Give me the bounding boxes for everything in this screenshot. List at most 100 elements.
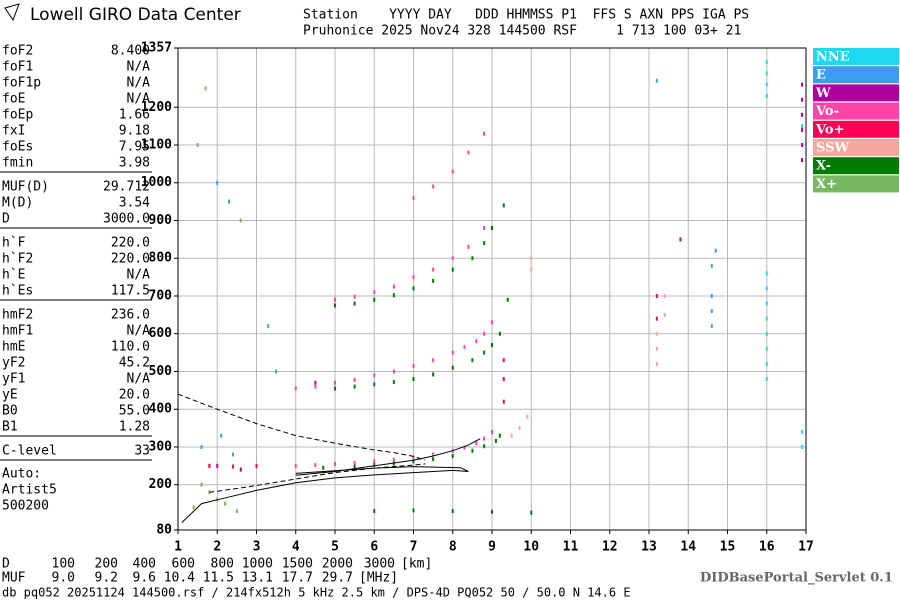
echo-point [412, 508, 415, 513]
echo-point [655, 78, 658, 83]
echo-point [294, 386, 297, 391]
echo-point [714, 248, 717, 253]
echo-point [373, 509, 376, 514]
echo-point [765, 316, 768, 321]
echo-point [483, 226, 486, 231]
echo-point [224, 501, 227, 506]
param-value: N/A [127, 268, 151, 283]
y-tick-label: 300 [149, 439, 173, 454]
param-value: 45.2 [119, 356, 150, 371]
x-tick-label: 8 [449, 540, 457, 555]
echo-point [498, 331, 501, 336]
param-name: h`Es [2, 284, 33, 299]
echo-point [392, 457, 395, 462]
y-tick-label: 700 [149, 288, 173, 303]
echo-point [392, 293, 395, 298]
echo-point [491, 226, 493, 231]
param-value: 117.5 [111, 284, 150, 299]
param-value: 1.28 [119, 420, 150, 435]
echo-point [491, 429, 493, 434]
auto-info: Artist5 [2, 483, 57, 498]
profile-curve [181, 466, 469, 523]
param-name: fxI [2, 124, 25, 139]
y-tick-label: 1000 [141, 175, 172, 190]
param-name: foF1p [2, 76, 41, 91]
row-value: 11.5 [203, 571, 234, 586]
x-tick-label: 3 [253, 540, 261, 555]
echo-point [216, 463, 219, 468]
param-value: 9.18 [119, 124, 150, 139]
echo-point [353, 294, 356, 299]
profile-curve [295, 438, 481, 476]
x-tick-label: 16 [759, 540, 775, 555]
row-value: 3000 [364, 557, 395, 572]
echo-point [483, 241, 486, 246]
echo-point [267, 324, 270, 329]
echo-point [710, 324, 713, 329]
legend-swatch [813, 175, 899, 193]
echo-point [655, 361, 658, 366]
echo-point [471, 358, 474, 363]
echo-point [216, 180, 219, 185]
servlet: DIDBasePortal_Servlet 0.1 [700, 571, 893, 586]
param-name: C-level [2, 444, 57, 459]
echo-point [801, 429, 804, 434]
legend-label: X+ [816, 177, 837, 192]
echo-point [765, 93, 768, 98]
echo-point [334, 461, 336, 466]
echo-point [412, 377, 415, 382]
echo-point [526, 414, 529, 419]
auto-info: Auto: [2, 467, 41, 482]
param-name: foF2 [2, 44, 33, 59]
legend-swatch [813, 139, 899, 156]
legend-label: E [816, 68, 826, 83]
echo-point [765, 361, 768, 366]
echo-point [483, 444, 486, 449]
logo-icon [4, 3, 20, 22]
header-line: Station YYYY DAY DDD HHMMSS P1 FFS S AXN… [303, 8, 749, 23]
param-value: 220.0 [111, 252, 150, 267]
y-tick-label: 600 [149, 326, 173, 341]
x-tick-label: 12 [602, 540, 618, 555]
x-tick-label: 14 [680, 540, 696, 555]
echo-point [373, 459, 376, 464]
echo-point [294, 463, 297, 468]
legend-swatch [813, 102, 899, 120]
param-name: M(D) [2, 196, 33, 211]
x-tick-label: 15 [720, 540, 736, 555]
echo-point [392, 369, 395, 374]
profile-curve [177, 393, 426, 461]
echo-point [679, 237, 682, 242]
echo-point [467, 244, 470, 249]
param-value: 33 [134, 444, 150, 459]
echo-point [483, 436, 486, 441]
param-value: N/A [127, 76, 151, 91]
echo-point [765, 271, 768, 276]
legend-label: Vo- [815, 104, 839, 119]
echo-point [765, 286, 768, 291]
param-name: D [2, 212, 10, 227]
x-tick-label: 5 [331, 540, 339, 555]
param-name: foE [2, 92, 25, 107]
echo-point [451, 509, 454, 514]
echo-point [530, 510, 533, 515]
footer: db pq052 20251124 144500.rsf / 214fx512h… [2, 586, 631, 600]
echo-point [471, 256, 474, 261]
echo-point [392, 380, 395, 385]
echo-point [471, 448, 474, 453]
echo-point [192, 505, 195, 510]
x-tick-label: 4 [292, 540, 300, 555]
echo-point [801, 124, 804, 129]
echo-point [334, 303, 336, 308]
echo-point [498, 433, 501, 438]
echo-point [334, 386, 336, 391]
row-value: 17.7 [282, 571, 313, 586]
echo-point [392, 284, 395, 289]
y-tick-label: 200 [149, 477, 173, 492]
echo-point [235, 509, 238, 514]
param-value: 3.98 [119, 156, 150, 171]
echo-point [412, 275, 415, 280]
y-tick-label: 1200 [141, 100, 172, 115]
param-name: h`F [2, 236, 26, 251]
echo-point [314, 380, 317, 385]
